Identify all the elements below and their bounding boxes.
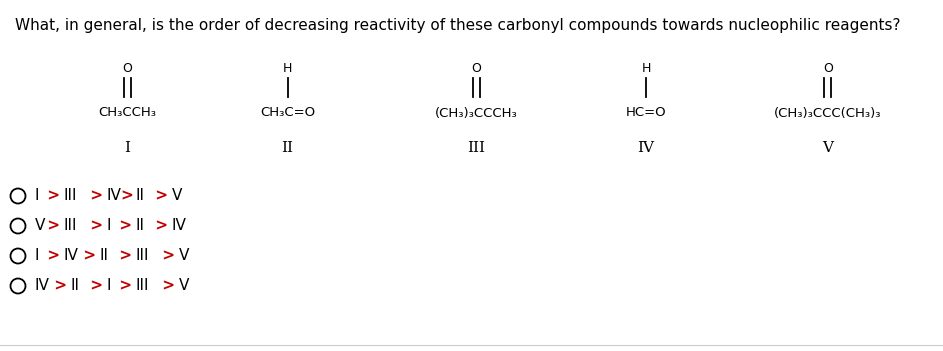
Text: V: V: [179, 249, 190, 264]
Text: >: >: [78, 249, 102, 264]
Text: (CH₃)₃CCCH₃: (CH₃)₃CCCH₃: [435, 106, 518, 119]
Text: I: I: [107, 278, 111, 293]
Text: V: V: [35, 219, 45, 233]
Text: H: H: [283, 61, 292, 74]
Text: V: V: [822, 141, 834, 155]
Text: HC=O: HC=O: [625, 106, 667, 119]
Text: II: II: [136, 188, 145, 204]
Text: II: II: [282, 141, 293, 155]
Text: >: >: [49, 278, 73, 293]
Text: V: V: [172, 188, 182, 204]
Text: IV: IV: [107, 188, 122, 204]
Text: IV: IV: [637, 141, 654, 155]
Text: >: >: [42, 219, 65, 233]
Text: I: I: [35, 249, 40, 264]
Text: III: III: [136, 249, 149, 264]
Text: >: >: [157, 278, 181, 293]
Text: >: >: [157, 249, 181, 264]
Text: (CH₃)₃CCC(CH₃)₃: (CH₃)₃CCC(CH₃)₃: [774, 106, 882, 119]
Text: O: O: [823, 61, 833, 74]
Text: I: I: [35, 188, 40, 204]
Text: II: II: [136, 219, 145, 233]
Text: CH₃CCH₃: CH₃CCH₃: [98, 106, 157, 119]
Text: >: >: [122, 188, 140, 204]
Text: >: >: [114, 278, 138, 293]
Text: O: O: [123, 61, 132, 74]
Text: IV: IV: [172, 219, 187, 233]
Text: O: O: [472, 61, 481, 74]
Text: II: II: [71, 278, 80, 293]
Text: >: >: [86, 188, 108, 204]
Text: >: >: [150, 188, 174, 204]
Text: >: >: [114, 219, 138, 233]
Text: V: V: [179, 278, 190, 293]
Text: What, in general, is the order of decreasing reactivity of these carbonyl compou: What, in general, is the order of decrea…: [15, 18, 901, 33]
Text: III: III: [136, 278, 149, 293]
Text: H: H: [641, 61, 651, 74]
Text: >: >: [86, 278, 108, 293]
Text: III: III: [467, 141, 486, 155]
Text: I: I: [124, 141, 130, 155]
Text: IV: IV: [64, 249, 78, 264]
Text: >: >: [42, 188, 65, 204]
Text: I: I: [107, 219, 111, 233]
Text: III: III: [64, 219, 77, 233]
Text: CH₃C=O: CH₃C=O: [260, 106, 315, 119]
Text: >: >: [42, 249, 65, 264]
Text: >: >: [114, 249, 138, 264]
Text: >: >: [150, 219, 174, 233]
Text: IV: IV: [35, 278, 50, 293]
Text: II: II: [100, 249, 108, 264]
Text: III: III: [64, 188, 77, 204]
Text: >: >: [86, 219, 108, 233]
